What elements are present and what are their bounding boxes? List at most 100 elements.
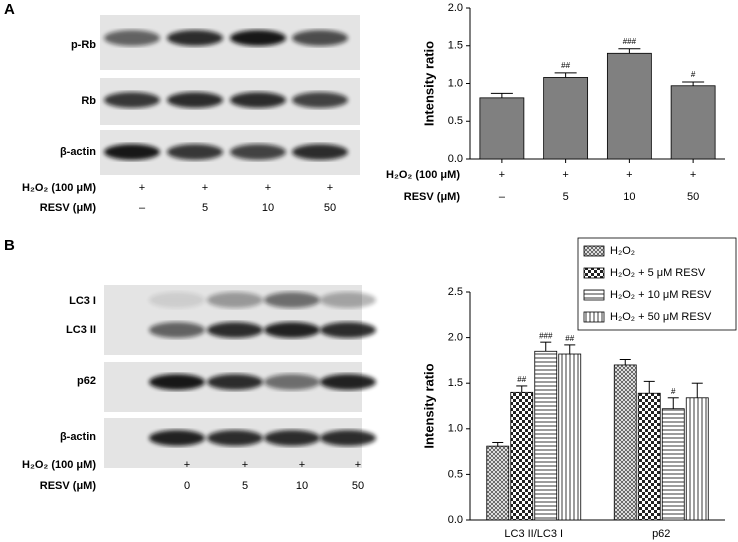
treatment-value: 50 <box>324 202 336 214</box>
bar <box>661 408 685 521</box>
treatment-value: + <box>499 169 505 181</box>
blot-label: Rb <box>81 95 96 107</box>
treatment-value: + <box>626 169 632 181</box>
treatment-value: + <box>202 182 208 194</box>
blot-band <box>320 374 376 390</box>
annotation: ### <box>623 37 637 46</box>
treatment-value: – <box>499 191 506 203</box>
panel-label: A <box>4 1 15 18</box>
blot-band <box>149 430 205 446</box>
bar <box>685 397 709 521</box>
legend-label: H₂O₂ + 5 μM RESV <box>610 267 706 279</box>
annotation: ## <box>565 334 574 343</box>
blot-band <box>207 292 263 308</box>
x-tick-label: p62 <box>652 528 670 540</box>
treatment-value: 0 <box>184 480 190 492</box>
blot-band <box>264 322 320 338</box>
y-tick-label: 1.5 <box>448 40 463 52</box>
blot-label: p62 <box>77 375 96 387</box>
bar <box>606 52 652 160</box>
blot-band <box>264 292 320 308</box>
legend-swatch <box>583 245 605 257</box>
y-tick-label: 0.5 <box>448 115 463 127</box>
blot-label: LC3 II <box>66 324 96 336</box>
bar <box>543 77 589 160</box>
blot-band <box>320 430 376 446</box>
legend-swatch <box>583 311 605 323</box>
blot-band <box>149 322 205 338</box>
treatment-value: 10 <box>623 191 635 203</box>
treatment-value: + <box>139 182 145 194</box>
blot-label: β-actin <box>60 146 96 158</box>
blot-band <box>207 374 263 390</box>
annotation: ## <box>517 375 526 384</box>
y-tick-label: 2.0 <box>448 332 463 344</box>
y-axis-label: Intensity ratio <box>421 41 436 126</box>
blot-band <box>104 144 160 160</box>
bar <box>613 364 637 521</box>
bar <box>479 97 525 160</box>
legend-label: H₂O₂ + 50 μM RESV <box>610 311 712 323</box>
bar <box>637 392 661 521</box>
panel-label: B <box>4 237 15 254</box>
treatment-value: + <box>242 459 248 471</box>
bar <box>558 353 582 521</box>
annotation: ## <box>561 61 570 70</box>
treatment-value: – <box>139 202 146 214</box>
legend-swatch <box>583 289 605 301</box>
blot-band <box>230 92 286 108</box>
blot-band <box>104 92 160 108</box>
y-tick-label: 1.5 <box>448 377 463 389</box>
treatment-label: RESV (μM) <box>40 202 97 214</box>
treatment-value: 5 <box>242 480 248 492</box>
treatment-value: + <box>299 459 305 471</box>
annotation: # <box>671 387 676 396</box>
y-tick-label: 0.0 <box>448 153 463 165</box>
blot-band <box>104 30 160 46</box>
legend-label: H₂O₂ + 10 μM RESV <box>610 289 712 301</box>
blot-band <box>292 30 348 46</box>
y-tick-label: 1.0 <box>448 77 463 89</box>
treatment-value: + <box>184 459 190 471</box>
bar <box>534 350 558 521</box>
blot-band <box>320 292 376 308</box>
blot-band <box>264 430 320 446</box>
blot-band <box>149 374 205 390</box>
y-axis-label: Intensity ratio <box>421 363 436 448</box>
treatment-value: 10 <box>296 480 308 492</box>
blot-band <box>230 30 286 46</box>
x-tick-label: LC3 II/LC3 I <box>504 528 563 540</box>
blot-band <box>149 292 205 308</box>
blot-band <box>292 144 348 160</box>
treatment-value: 50 <box>687 191 699 203</box>
treatment-label: H₂O₂ (100 μM) <box>22 182 96 194</box>
bar <box>510 391 534 521</box>
blot-band <box>167 92 223 108</box>
treatment-value: 5 <box>563 191 569 203</box>
y-tick-label: 2.5 <box>448 286 463 298</box>
blot-band <box>292 92 348 108</box>
blot-band <box>230 144 286 160</box>
y-tick-label: 0.0 <box>448 514 463 526</box>
y-tick-label: 2.0 <box>448 2 463 14</box>
treatment-value: + <box>355 459 361 471</box>
treatment-value: + <box>327 182 333 194</box>
blot-label: β-actin <box>60 431 96 443</box>
treatment-value: 5 <box>202 202 208 214</box>
blot-band <box>167 144 223 160</box>
bar <box>670 85 716 160</box>
annotation: # <box>691 70 696 79</box>
treatment-value: + <box>690 169 696 181</box>
blot-label: LC3 I <box>69 295 96 307</box>
treatment-value: + <box>562 169 568 181</box>
blot-band <box>167 30 223 46</box>
treatment-value: 10 <box>262 202 274 214</box>
legend-label: H₂O₂ <box>610 245 635 257</box>
blot-band <box>320 322 376 338</box>
annotation: ### <box>539 331 553 340</box>
y-tick-label: 0.5 <box>448 468 463 480</box>
treatment-label: H₂O₂ (100 μM) <box>386 169 460 181</box>
blot-band <box>207 430 263 446</box>
legend-swatch <box>583 267 605 279</box>
treatment-label: RESV (μM) <box>404 191 461 203</box>
